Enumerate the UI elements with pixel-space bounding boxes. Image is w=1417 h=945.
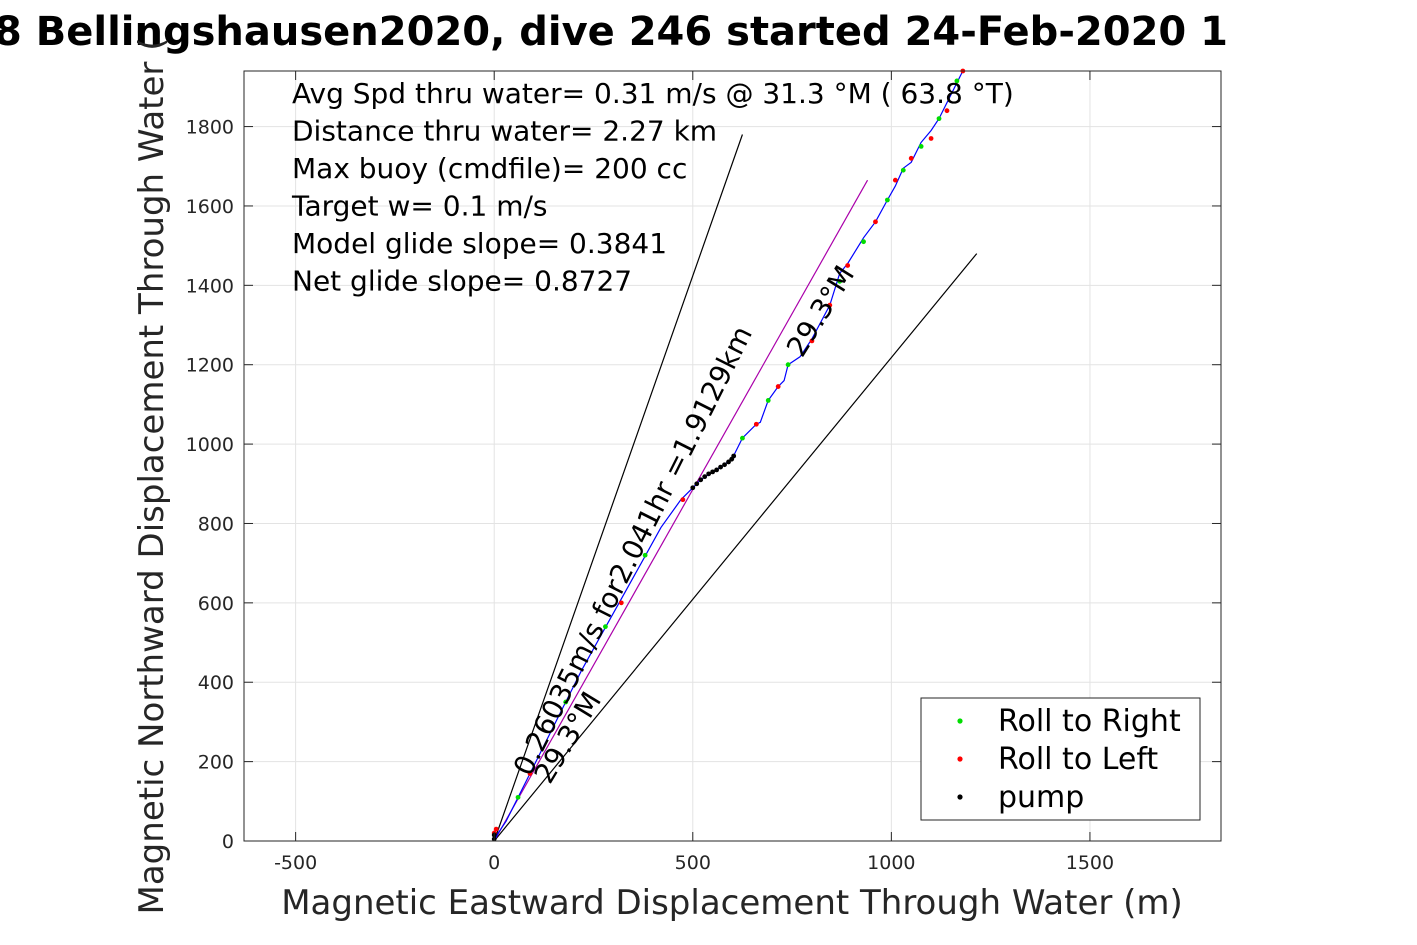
point-pump: [722, 462, 727, 468]
reference-lines: [493, 134, 978, 842]
point-roll-to-right: [884, 197, 890, 203]
point-roll-to-right: [900, 167, 906, 173]
reference-line-1: [493, 253, 978, 842]
y-tick-label: 1400: [186, 275, 234, 297]
legend-marker: [957, 756, 963, 762]
point-roll-to-right: [837, 278, 843, 284]
legend-box: [920, 697, 1201, 821]
x-tick-label: 500: [675, 852, 711, 874]
point-roll-to-right: [603, 624, 608, 630]
point-roll-to-left: [753, 421, 759, 427]
x-axis-ticks: -500 0 500 1000 1500: [274, 71, 1114, 874]
point-roll-to-left: [809, 338, 815, 344]
point-roll-to-right: [740, 435, 745, 441]
x-tick-label: 0: [488, 852, 500, 874]
x-axis-label: Magnetic Eastward Displacement Through W…: [281, 883, 1183, 923]
legend-label: Roll to Right: [998, 704, 1181, 739]
point-roll-to-right: [861, 239, 866, 245]
annotation-line: Model glide slope= 0.3841: [292, 227, 667, 260]
point-roll-to-right: [785, 362, 791, 368]
point-roll-to-left: [944, 108, 950, 114]
y-tick-label: 1000: [186, 434, 234, 456]
annotation-line: Distance thru water= 2.27 km: [292, 115, 717, 148]
y-tick-label: 600: [198, 593, 234, 615]
point-pump: [706, 471, 712, 477]
point-pump: [731, 453, 737, 459]
y-axis-ticks: 0 200 400 600 800 1000 1200 1400 1600 1800: [186, 117, 1221, 853]
point-roll-to-left: [493, 826, 499, 832]
point-roll-to-left: [775, 384, 781, 389]
point-pump: [698, 477, 704, 483]
data-points: [491, 68, 966, 842]
point-pump: [694, 481, 700, 487]
legend-label: Roll to Left: [998, 742, 1158, 777]
point-pump: [718, 464, 723, 470]
y-tick-label: 800: [198, 513, 234, 535]
chart-title: 8 Bellingshausen2020, dive 246 started 2…: [0, 9, 1228, 55]
point-roll-to-right: [642, 552, 648, 558]
point-pump: [702, 474, 708, 480]
point-roll-to-left: [928, 136, 934, 141]
annotation-line: Net glide slope= 0.8727: [292, 265, 632, 298]
point-pump: [710, 469, 716, 475]
point-roll-to-left: [827, 302, 833, 308]
x-tick-label: 1500: [1066, 852, 1114, 874]
reference-line-2: [493, 179, 869, 842]
y-tick-label: 1200: [186, 355, 234, 377]
legend-marker: [957, 718, 963, 724]
legend-label: pump: [998, 780, 1084, 815]
point-roll-to-right: [954, 78, 960, 84]
point-roll-to-left: [908, 155, 914, 161]
point-roll-to-left: [873, 219, 878, 225]
y-axis-label: Magnetic Northward Displacement Through …: [132, 38, 172, 915]
point-roll-to-left: [845, 263, 851, 268]
point-pump: [714, 467, 720, 473]
reference-line-0: [493, 134, 743, 842]
annotation-line: Target w= 0.1 m/s: [291, 190, 548, 223]
annotation-line: Avg Spd thru water= 0.31 m/s @ 31.3 °M (…: [292, 77, 1014, 110]
point-roll-to-right: [765, 398, 771, 403]
y-tick-label: 1800: [186, 117, 234, 139]
point-pump: [726, 459, 731, 465]
y-tick-label: 200: [198, 752, 234, 774]
point-roll-to-right: [563, 699, 569, 705]
y-tick-label: 0: [222, 831, 234, 853]
annotation-block: Avg Spd thru water= 0.31 m/s @ 31.3 °M (…: [291, 77, 1014, 298]
plot-frame: [243, 70, 1222, 842]
y-tick-label: 1600: [186, 196, 234, 218]
point-roll-to-left: [527, 771, 533, 776]
legend-marker: [957, 794, 963, 800]
x-tick-label: -500: [274, 852, 317, 874]
point-roll-to-left: [618, 600, 624, 606]
point-roll-to-right: [515, 794, 521, 800]
point-roll-to-left: [892, 177, 898, 183]
annotation-line: Max buoy (cmdfile)= 200 cc: [292, 152, 687, 185]
point-pump: [690, 485, 696, 491]
grid-lines: [244, 71, 1221, 842]
point-roll-to-left: [680, 497, 686, 503]
point-roll-to-right: [936, 116, 942, 122]
y-tick-label: 400: [198, 672, 234, 694]
point-roll-to-right: [918, 144, 924, 149]
x-tick-label: 1000: [867, 852, 915, 874]
